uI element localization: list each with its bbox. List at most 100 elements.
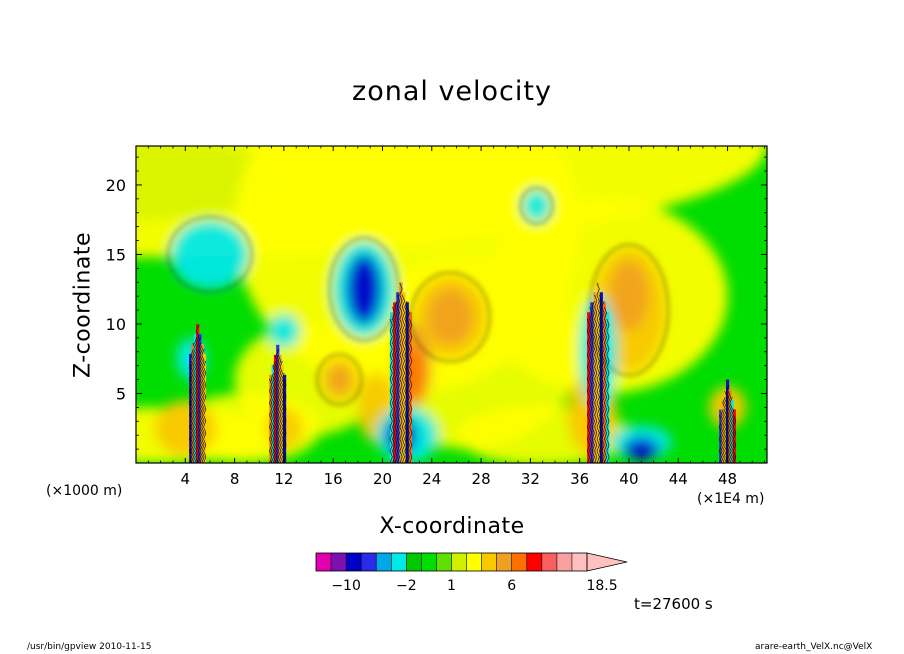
x-tick-label: 36	[570, 470, 589, 488]
colorbar-swatch	[541, 553, 558, 571]
colorbar: −10 −2 1 6 18.5	[315, 552, 628, 594]
y-tick-label: 15	[106, 245, 126, 264]
column-strip	[719, 409, 723, 463]
contour-line	[591, 300, 595, 463]
contour-line	[519, 186, 554, 225]
contour-line	[409, 318, 413, 463]
x-axis-label: X-coordinate	[379, 514, 525, 539]
column-strip	[276, 344, 280, 463]
field-region	[328, 365, 351, 394]
contour-line	[727, 390, 731, 463]
x-tick-label: 48	[718, 470, 737, 488]
colorbar-extension	[586, 552, 628, 572]
y-tick-label: 20	[106, 176, 126, 195]
field-region	[267, 314, 300, 348]
contour-line	[196, 324, 200, 463]
contour-line	[601, 300, 605, 463]
contour-line	[603, 306, 608, 463]
field-region	[609, 261, 649, 331]
colorbar-swatch	[421, 553, 437, 571]
x-tick-label: 8	[230, 470, 240, 488]
contour-line	[586, 318, 590, 463]
contour-line	[167, 216, 253, 293]
y-tick-label: 5	[116, 384, 126, 403]
colorbar-swatch	[361, 553, 377, 571]
colorbar-swatch	[436, 553, 452, 571]
field-region	[170, 219, 250, 290]
colorbar-swatch	[451, 553, 467, 571]
column-strip	[728, 389, 732, 463]
convective-column	[389, 282, 413, 463]
convective-columns	[188, 282, 737, 463]
convective-column	[269, 344, 287, 463]
contour-line	[203, 360, 207, 463]
column-strip	[605, 312, 610, 463]
column-strip	[189, 353, 193, 463]
x-tick-label: 16	[324, 470, 343, 488]
x-scale-label: (×1E4 m)	[697, 491, 765, 507]
contour-line	[589, 306, 593, 463]
x-axis: 4 8 12 16 20 24 28 32 36 40 44 48	[147, 146, 765, 488]
column-strip	[282, 374, 287, 463]
footer-right: arare-earth_VelX.nc@VelX	[755, 642, 873, 652]
x-tick-label: 4	[181, 470, 191, 488]
column-strip	[399, 282, 403, 463]
colorbar-swatch	[391, 553, 407, 571]
x-tick-label: 32	[521, 470, 540, 488]
column-strip	[725, 379, 730, 463]
column-strip	[602, 302, 607, 463]
contour-line	[281, 372, 285, 463]
column-strip	[408, 312, 412, 463]
column-strip	[402, 292, 406, 463]
contour-line	[272, 360, 276, 463]
field-region	[346, 254, 382, 324]
contour-line	[733, 414, 737, 463]
colorbar-swatch	[481, 553, 498, 571]
contour-lines	[167, 186, 670, 406]
x-tick-label: 24	[422, 470, 441, 488]
colorbar-swatch	[346, 553, 362, 571]
contour-line	[720, 408, 724, 463]
contour-line	[190, 348, 194, 463]
contour-line	[594, 294, 598, 463]
colorbar-tick-label: −2	[396, 578, 417, 594]
colorbar-tick-label: −10	[331, 578, 361, 594]
convective-column	[586, 282, 610, 463]
convective-column	[718, 379, 737, 463]
column-strip	[193, 333, 197, 463]
column-strip	[723, 389, 727, 463]
field-region	[521, 189, 552, 223]
footer-left: /usr/bin/gpview 2010-11-15	[27, 642, 152, 652]
time-label: t=27600 s	[634, 595, 713, 613]
contour-line	[406, 306, 410, 463]
column-strip	[730, 399, 734, 463]
colorbar-swatch	[406, 553, 422, 571]
contour-line	[277, 354, 282, 463]
velocity-field	[136, 146, 767, 463]
contour-line	[606, 318, 610, 463]
contour-line	[197, 336, 201, 463]
field-region	[154, 400, 217, 457]
contour-line	[397, 294, 401, 463]
plot-frame	[135, 145, 768, 464]
x-tick-label: 12	[274, 470, 293, 488]
colorbar-swatch	[331, 553, 347, 571]
contour-line	[724, 390, 728, 463]
contour-line	[389, 318, 393, 463]
contour-line	[201, 348, 205, 463]
contour-line	[718, 414, 722, 463]
contour-line	[279, 360, 283, 463]
column-strip	[393, 302, 397, 463]
contour-line	[270, 372, 274, 463]
colorbar-swatch	[316, 553, 332, 571]
contour-line	[410, 271, 491, 363]
colorbar-tick-label: 6	[507, 578, 516, 594]
column-strip	[278, 354, 282, 463]
contour-line	[399, 282, 403, 463]
colorbar-swatch	[571, 553, 588, 571]
contour-line	[731, 408, 735, 463]
convective-column	[188, 323, 207, 463]
field-region	[428, 289, 473, 345]
y-axis-label: Z-coordinate	[70, 232, 96, 378]
